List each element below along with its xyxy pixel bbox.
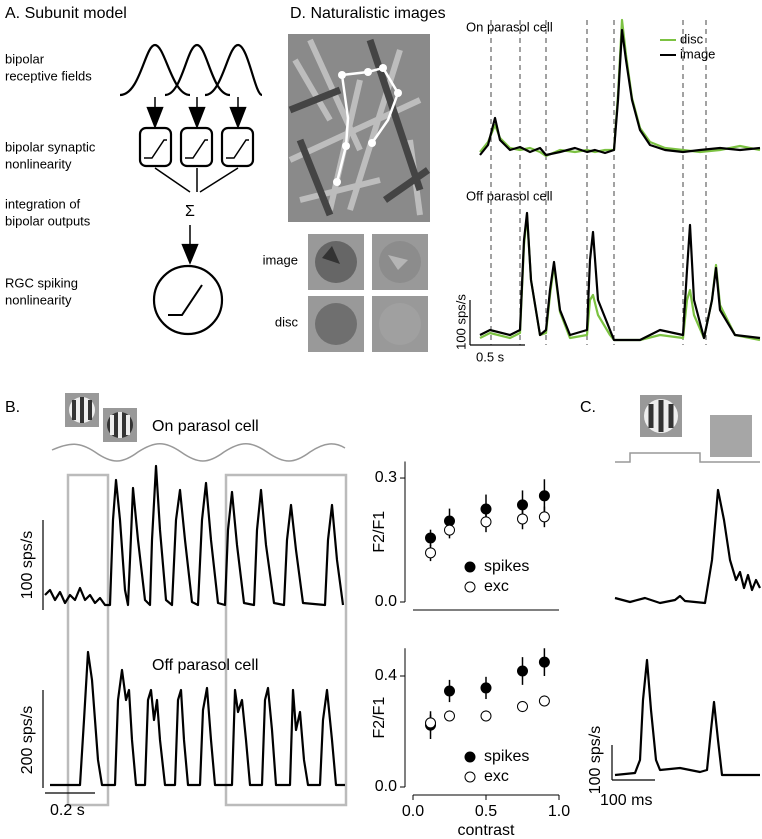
trace-disc: [479, 18, 761, 158]
point: [538, 490, 550, 502]
trace-off: [50, 650, 345, 787]
label: bipolar: [5, 51, 45, 66]
row-label: image: [263, 252, 298, 267]
highlight-box: [224, 473, 348, 807]
label: bipolar synaptic: [5, 139, 96, 154]
point: [444, 710, 455, 722]
label: receptive fields: [5, 68, 92, 83]
y-tick-label: 0.0: [375, 593, 397, 610]
point: [480, 682, 492, 694]
point: [444, 524, 455, 536]
trace-on: [44, 464, 345, 607]
trace-on: [614, 488, 761, 605]
x-axis-label: contrast: [458, 822, 515, 839]
grating-icons: [65, 393, 137, 442]
legend-marker: [464, 561, 476, 573]
point: [444, 685, 455, 697]
highlight-box: [66, 473, 110, 807]
scale-label: 0.2 s: [50, 802, 85, 819]
label: RGC spiking: [5, 275, 78, 290]
legend-marker: [464, 581, 476, 593]
legend-label: spikes: [484, 748, 529, 765]
trace-image: [479, 28, 761, 157]
point: [425, 717, 437, 729]
panel-title: A. Subunit model: [5, 5, 127, 22]
trace-off: [614, 658, 760, 777]
legend-label: spikes: [484, 558, 529, 575]
scale-label: 100 ms: [600, 792, 652, 809]
label: nonlinearity: [5, 292, 72, 307]
cell-label: Off parasol cell: [466, 188, 553, 203]
panel-title: C.: [580, 399, 596, 416]
scale-label: 100 sps/s: [19, 531, 36, 599]
scale-label: 100 sps/s: [587, 726, 604, 794]
point: [480, 710, 492, 722]
label: nonlinearity: [5, 156, 72, 171]
point: [517, 665, 528, 677]
stimulus-trace: [51, 443, 346, 462]
stimulus-thumbnails: [308, 234, 428, 352]
cell-label: On parasol cell: [152, 418, 259, 435]
point: [480, 516, 492, 528]
scale-label: 200 sps/s: [19, 706, 36, 774]
point: [538, 656, 550, 668]
y-tick-label: 0.0: [375, 778, 397, 795]
scale-label: 0.5 s: [476, 349, 505, 364]
legend-marker: [464, 751, 476, 763]
legend-label: exc: [484, 578, 509, 595]
point: [425, 547, 437, 559]
trace-image: [479, 211, 761, 342]
cell-label: Off parasol cell: [152, 657, 258, 674]
natural-image: [288, 34, 431, 222]
x-tick-label: 0.5: [475, 803, 497, 820]
legend-label: image: [680, 46, 715, 61]
y-axis-label: F2/F1: [371, 697, 388, 739]
legend-label: exc: [484, 768, 509, 785]
scale-label: 100 sps/s: [453, 294, 468, 350]
stimulus-icons: [615, 395, 760, 463]
point: [517, 499, 528, 511]
sum-symbol: Σ: [185, 203, 195, 220]
row-label: disc: [275, 314, 299, 329]
panel-title: D. Naturalistic images: [290, 5, 446, 22]
point: [425, 532, 437, 544]
point: [517, 701, 528, 713]
subunit-diagram: [119, 43, 263, 336]
point: [538, 695, 550, 707]
point: [517, 513, 528, 525]
x-tick-label: 0.0: [402, 803, 424, 820]
label: integration of: [5, 196, 81, 211]
panel-title: B.: [5, 399, 20, 416]
x-tick-label: 1.0: [548, 803, 570, 820]
legend-marker: [464, 771, 476, 783]
legend-label: disc: [680, 31, 704, 46]
point: [538, 511, 550, 523]
y-tick-label: 0.4: [375, 667, 397, 684]
label: bipolar outputs: [5, 213, 91, 228]
y-tick-label: 0.3: [375, 469, 397, 486]
cell-label: On parasol cell: [466, 19, 553, 34]
event-lines: [490, 20, 707, 345]
y-axis-label: F2/F1: [371, 511, 388, 553]
